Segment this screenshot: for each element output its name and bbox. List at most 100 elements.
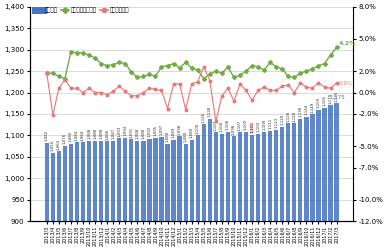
Bar [45,143,49,250]
Bar [111,141,115,250]
Bar [328,106,333,250]
Bar [262,132,266,250]
Text: 1,088: 1,088 [87,128,91,139]
Text: 1,128: 1,128 [292,110,296,122]
Bar [274,130,278,250]
Text: 1,113: 1,113 [274,117,278,128]
Bar [135,140,139,250]
Text: 1,094: 1,094 [123,125,127,136]
Bar [63,146,67,250]
Text: 1,092: 1,092 [147,126,151,137]
Bar [159,137,164,250]
Bar [129,139,133,250]
Text: 1,080: 1,080 [184,131,188,142]
Text: 1,080: 1,080 [166,131,170,142]
Bar [256,134,260,250]
Bar [165,144,170,250]
Bar [184,144,188,250]
Bar [87,140,91,250]
Bar [250,135,254,250]
Bar [214,132,218,250]
Text: 1,111: 1,111 [268,118,272,129]
Text: 1,159: 1,159 [317,97,320,108]
Text: 1,088: 1,088 [141,128,146,139]
Text: 0.9%: 0.9% [338,81,352,86]
Bar [171,140,176,250]
Bar [316,110,320,250]
Text: 1,084: 1,084 [75,129,79,140]
Bar [244,132,248,250]
Text: 1,059: 1,059 [51,140,55,151]
Text: 1,175: 1,175 [334,90,339,102]
Text: 1,109: 1,109 [244,118,248,130]
Bar [93,140,97,250]
Bar [105,142,109,250]
Text: 1,175: 1,175 [329,95,345,100]
Bar [226,132,230,250]
Text: 1,093: 1,093 [117,126,121,137]
Bar [334,103,339,250]
Text: 1,063: 1,063 [57,138,61,149]
Bar [123,138,127,250]
Bar [322,108,327,250]
Text: 1,095: 1,095 [154,125,158,136]
Bar [238,132,242,250]
Bar [81,142,85,250]
Bar [153,138,158,250]
Bar [196,136,200,250]
Bar [310,114,315,250]
Text: 1,080: 1,080 [69,131,73,142]
Text: 1,098: 1,098 [178,123,182,134]
Bar [177,136,182,250]
Text: 1,149: 1,149 [310,102,314,113]
Bar [286,124,290,250]
Text: 1,144: 1,144 [305,104,308,115]
Text: 1,098: 1,098 [232,123,236,134]
Text: 1,086: 1,086 [105,128,109,140]
Bar [232,136,236,250]
Text: 1,165: 1,165 [322,95,327,106]
Bar [268,131,272,250]
Text: 1,101: 1,101 [250,122,254,133]
Bar [292,124,296,250]
Legend: 平均時給, 前年同月比増減率, 前月比増減率: 平均時給, 前年同月比増減率, 前月比増減率 [33,5,131,15]
Text: 1,089: 1,089 [171,127,176,138]
Text: 1,087: 1,087 [111,128,115,139]
Text: 1,109: 1,109 [262,118,266,130]
Bar [141,140,146,250]
Bar [57,151,61,250]
Bar [220,134,224,250]
Text: 1,107: 1,107 [214,120,218,131]
Text: 1,088: 1,088 [93,128,97,139]
Text: 1,088: 1,088 [99,128,103,139]
Text: 4.2%: 4.2% [338,41,356,46]
Bar [190,140,194,250]
Bar [147,139,152,250]
Bar [202,124,206,250]
Text: 1,082: 1,082 [45,130,49,141]
Text: 1,089: 1,089 [190,127,194,138]
Bar [298,119,303,250]
Text: 1,084: 1,084 [81,129,85,140]
Text: 1,103: 1,103 [256,121,260,132]
Text: 1,128: 1,128 [286,110,290,122]
Text: 1,138: 1,138 [208,106,212,118]
Text: 1,108: 1,108 [226,119,230,130]
Text: 1,107: 1,107 [238,120,242,131]
Text: 1,088: 1,088 [135,128,139,139]
Bar [208,119,212,250]
Text: 1,076: 1,076 [63,133,67,144]
Text: 1,126: 1,126 [202,112,206,122]
Bar [99,140,103,250]
Text: 1,101: 1,101 [250,121,254,133]
Bar [69,144,73,250]
Bar [280,127,284,250]
Bar [75,142,79,250]
Bar [51,153,55,250]
Text: 1,104: 1,104 [220,121,224,132]
Text: 1,170: 1,170 [329,92,333,104]
Text: 1,100: 1,100 [196,122,200,134]
Text: 1,120: 1,120 [280,114,284,125]
Bar [117,138,121,250]
Text: 1,091: 1,091 [129,126,133,138]
